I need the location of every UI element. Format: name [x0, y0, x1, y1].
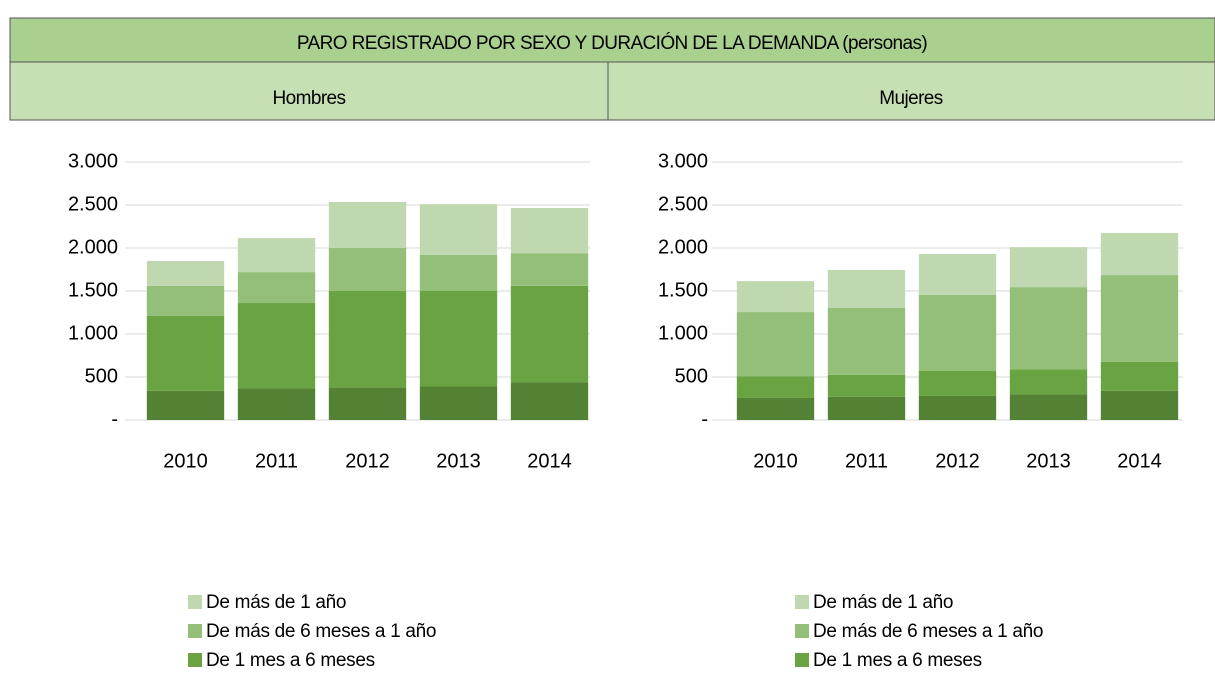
y-tick-label: 1.500	[68, 279, 118, 301]
x-tick-label: 2010	[163, 450, 208, 472]
bar-segment	[237, 238, 316, 273]
y-tick-label: 3.000	[658, 150, 708, 172]
bar-segment	[419, 204, 498, 255]
bar-segment	[827, 269, 906, 308]
bar-segment	[918, 370, 997, 396]
bar-segment	[328, 291, 407, 388]
y-tick-label: 500	[675, 365, 708, 387]
bar-segment	[510, 382, 589, 420]
y-tick-label: 500	[85, 365, 118, 387]
x-tick-label: 2011	[845, 450, 888, 472]
chart-subtitle: Mujeres	[879, 88, 942, 109]
x-tick-label: 2014	[1117, 450, 1162, 472]
subtitle-cell	[607, 61, 1215, 121]
y-tick-label: 1.000	[68, 322, 118, 344]
bar-segment	[918, 254, 997, 295]
legend-swatch	[795, 653, 809, 667]
bar-segment	[1100, 361, 1179, 391]
bar-segment	[736, 281, 815, 313]
legend-label: De más de 1 año	[206, 592, 346, 613]
x-tick-label: 2013	[1026, 450, 1071, 472]
bar-segment	[918, 294, 997, 371]
legend-swatch	[795, 624, 809, 638]
x-tick-label: 2012	[345, 450, 390, 472]
bar-segment	[146, 260, 225, 286]
x-tick-label: 2012	[935, 450, 980, 472]
bar-segment	[328, 248, 407, 291]
subtitle-cell	[9, 61, 609, 121]
legend-label: De más de 6 meses a 1 año	[813, 621, 1043, 642]
bar-segment	[237, 272, 316, 304]
bar-segment	[918, 395, 997, 420]
bar-segment	[146, 285, 225, 316]
y-tick-label: 3.000	[68, 150, 118, 172]
y-tick-label: -	[111, 408, 118, 430]
legend-label: De más de 1 año	[813, 592, 953, 613]
bar-segment	[237, 303, 316, 389]
chart-subtitle: Hombres	[273, 88, 346, 109]
legend-label: De 1 mes a 6 meses	[813, 650, 982, 671]
bar-segment	[827, 374, 906, 397]
y-tick-label: -	[701, 408, 708, 430]
y-tick-label: 2.500	[658, 193, 708, 215]
y-tick-label: 2.000	[68, 236, 118, 258]
bar-segment	[1100, 275, 1179, 362]
bar-segment	[146, 315, 225, 391]
bar-segment	[736, 376, 815, 398]
y-tick-label: 2.500	[68, 193, 118, 215]
bar-segment	[419, 254, 498, 291]
legend-label: De 1 mes a 6 meses	[206, 650, 375, 671]
x-tick-label: 2011	[255, 450, 298, 472]
bar-segment	[1009, 287, 1088, 370]
x-tick-label: 2013	[436, 450, 481, 472]
bar-segment	[736, 397, 815, 420]
legend-swatch	[188, 624, 202, 638]
bar-segment	[510, 253, 589, 286]
legend-swatch	[795, 595, 809, 609]
bar-segment	[736, 312, 815, 377]
bar-segment	[146, 390, 225, 420]
bar-segment	[419, 386, 498, 420]
bar-segment	[827, 396, 906, 420]
bar-segment	[328, 387, 407, 420]
legend-swatch	[188, 653, 202, 667]
x-tick-label: 2014	[527, 450, 572, 472]
title-band	[9, 17, 1215, 63]
bar-segment	[1009, 247, 1088, 288]
bar-segment	[510, 285, 589, 383]
bar-segment	[1100, 232, 1179, 276]
bar-segment	[1009, 369, 1088, 395]
bar-segment	[237, 388, 316, 420]
y-tick-label: 1.500	[658, 279, 708, 301]
bar-segment	[419, 291, 498, 387]
legend-swatch	[188, 595, 202, 609]
bar-segment	[510, 208, 589, 254]
bar-segment	[1100, 390, 1179, 420]
x-tick-label: 2010	[753, 450, 798, 472]
legend-label: De más de 6 meses a 1 año	[206, 621, 436, 642]
bar-segment	[1009, 394, 1088, 420]
title: PARO REGISTRADO POR SEXO Y DURACIÓN DE L…	[297, 32, 927, 54]
y-tick-label: 1.000	[658, 322, 708, 344]
y-tick-label: 2.000	[658, 236, 708, 258]
bar-segment	[328, 201, 407, 248]
bar-segment	[827, 307, 906, 375]
